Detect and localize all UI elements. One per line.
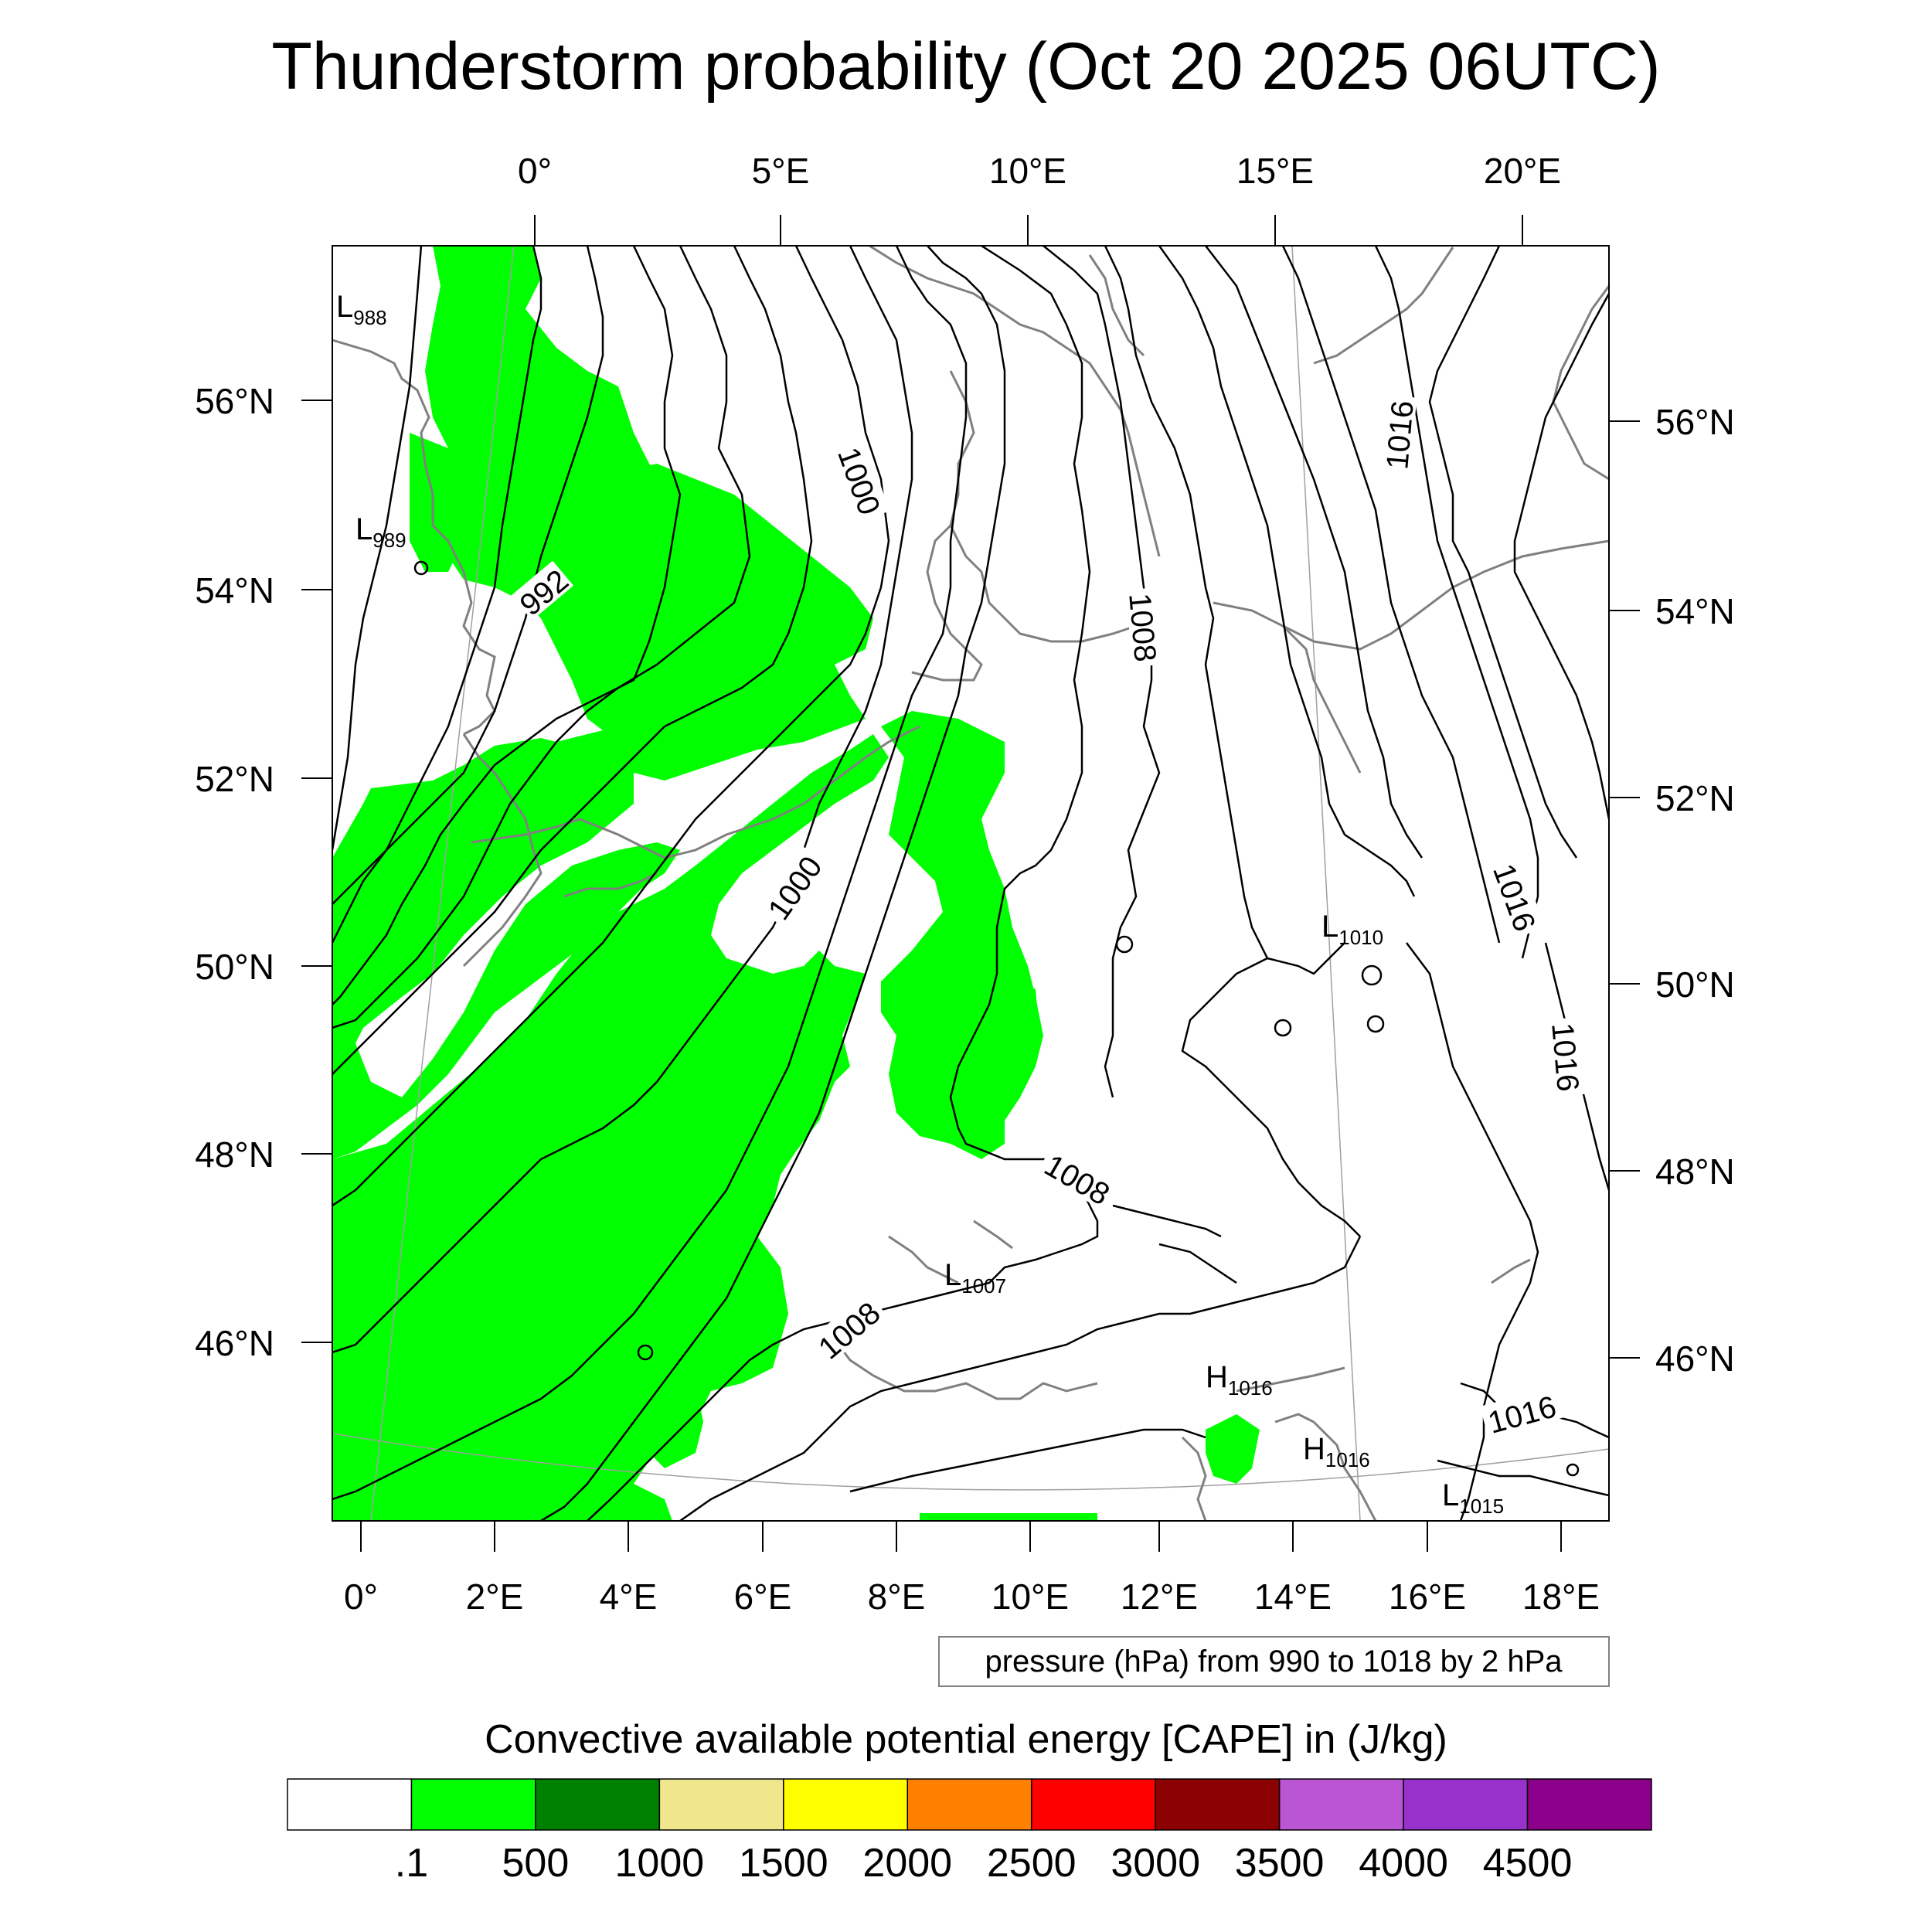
pressure-system-label: L989: [355, 512, 406, 552]
colorbar-swatch: [1155, 1778, 1281, 1831]
isobar-label: 1016: [1545, 1022, 1585, 1093]
isobar-label: 1008: [1122, 592, 1162, 663]
colorbar-label: 500: [502, 1841, 570, 1886]
map-frame: [332, 245, 1610, 1522]
pressure-system-label: H1016: [1303, 1432, 1370, 1471]
colorbar-label: .1: [395, 1841, 428, 1886]
coastlines-borders: [332, 246, 1609, 1521]
bottom-longitude-labels: 0° 2°E 4°E 6°E 8°E 10°E 12°E 14°E 16°E 1…: [344, 1577, 1600, 1617]
pressure-system-markers: L988 L989 L1010 L1007 H1016 H1016 L1015: [336, 290, 1504, 1518]
tick-label: 48°N: [1655, 1151, 1735, 1192]
tick-label: 46°N: [195, 1323, 274, 1363]
tick-label: 54°N: [1655, 591, 1735, 631]
tick-label: 6°E: [734, 1577, 792, 1617]
pressure-system-label: L1015: [1442, 1478, 1504, 1518]
tick-label: 52°N: [195, 759, 274, 799]
tick-label: 50°N: [195, 947, 274, 987]
colorbar-label: 3000: [1111, 1841, 1200, 1886]
colorbar-swatch: [287, 1778, 413, 1831]
colorbar-swatch: [906, 1778, 1032, 1831]
tick-label: 4°E: [600, 1577, 658, 1617]
pressure-system-label: L1007: [944, 1258, 1006, 1298]
tick-label: 18°E: [1522, 1577, 1600, 1617]
colorbar-title: Convective available potential energy [C…: [485, 1717, 1447, 1762]
tick-label: 0°: [518, 151, 552, 191]
graticule: [332, 246, 1609, 1521]
right-latitude-labels: 56°N 54°N 52°N 50°N 48°N 46°N: [1655, 402, 1735, 1379]
tick-label: 54°N: [195, 570, 274, 611]
contour-note: pressure (hPa) from 990 to 1018 by 2 hPa: [938, 1636, 1610, 1687]
colorbar-swatch: [658, 1778, 784, 1831]
isobars: [332, 246, 1609, 1521]
pressure-system-label: L988: [336, 290, 387, 329]
tick-label: 5°E: [752, 151, 810, 191]
contour-note-text: pressure (hPa) from 990 to 1018 by 2 hPa: [985, 1645, 1563, 1679]
colorbar-swatch: [783, 1778, 909, 1831]
left-latitude-labels: 56°N 54°N 52°N 50°N 48°N 46°N: [195, 381, 274, 1363]
tick-label: 16°E: [1389, 1577, 1466, 1617]
pressure-system-label: H1016: [1206, 1360, 1273, 1400]
colorbar-swatch: [1030, 1778, 1156, 1831]
axis-ticks: [301, 215, 1640, 1552]
colorbar-swatch: [410, 1778, 536, 1831]
tick-label: 52°N: [1655, 778, 1735, 818]
tick-label: 56°N: [1655, 402, 1735, 442]
tick-label: 14°E: [1254, 1577, 1332, 1617]
map-panel: 992 1000 1000 1008 1008: [332, 245, 1610, 1522]
map-title: Thunderstorm probability (Oct 20 2025 06…: [271, 29, 1660, 104]
colorbar-label: 4000: [1359, 1841, 1448, 1886]
colorbar-label: 4500: [1483, 1841, 1573, 1886]
colorbar-swatch: [1526, 1778, 1652, 1831]
tick-label: 2°E: [466, 1577, 524, 1617]
colorbar-label: 1000: [615, 1841, 705, 1886]
tick-label: 15°E: [1236, 151, 1314, 191]
tick-label: 8°E: [868, 1577, 926, 1617]
colorbar-swatch: [535, 1778, 661, 1831]
colorbar-label: 3500: [1235, 1841, 1325, 1886]
tick-label: 46°N: [1655, 1338, 1735, 1379]
tick-label: 12°E: [1121, 1577, 1198, 1617]
tick-label: 20°E: [1484, 151, 1561, 191]
colorbar-swatch: [1403, 1778, 1529, 1831]
pressure-system-label: L1010: [1321, 910, 1383, 949]
colorbar-label: 2500: [987, 1841, 1077, 1886]
colorbar-label: 2000: [862, 1841, 952, 1886]
tick-label: 0°: [344, 1577, 378, 1617]
isobar-label: 1016: [1380, 400, 1420, 471]
tick-label: 48°N: [195, 1134, 274, 1175]
colorbar: .1 500 1000 1500 2000 2500 3000 3500 4000 4500: [287, 1778, 1652, 1886]
top-longitude-labels: 0° 5°E 10°E 15°E 20°E: [518, 151, 1561, 191]
colorbar-label: 1500: [739, 1841, 828, 1886]
tick-label: 50°N: [1655, 964, 1735, 1005]
tick-label: 10°E: [992, 1577, 1069, 1617]
tick-label: 56°N: [195, 381, 274, 421]
tick-label: 10°E: [989, 151, 1066, 191]
colorbar-swatch: [1278, 1778, 1404, 1831]
